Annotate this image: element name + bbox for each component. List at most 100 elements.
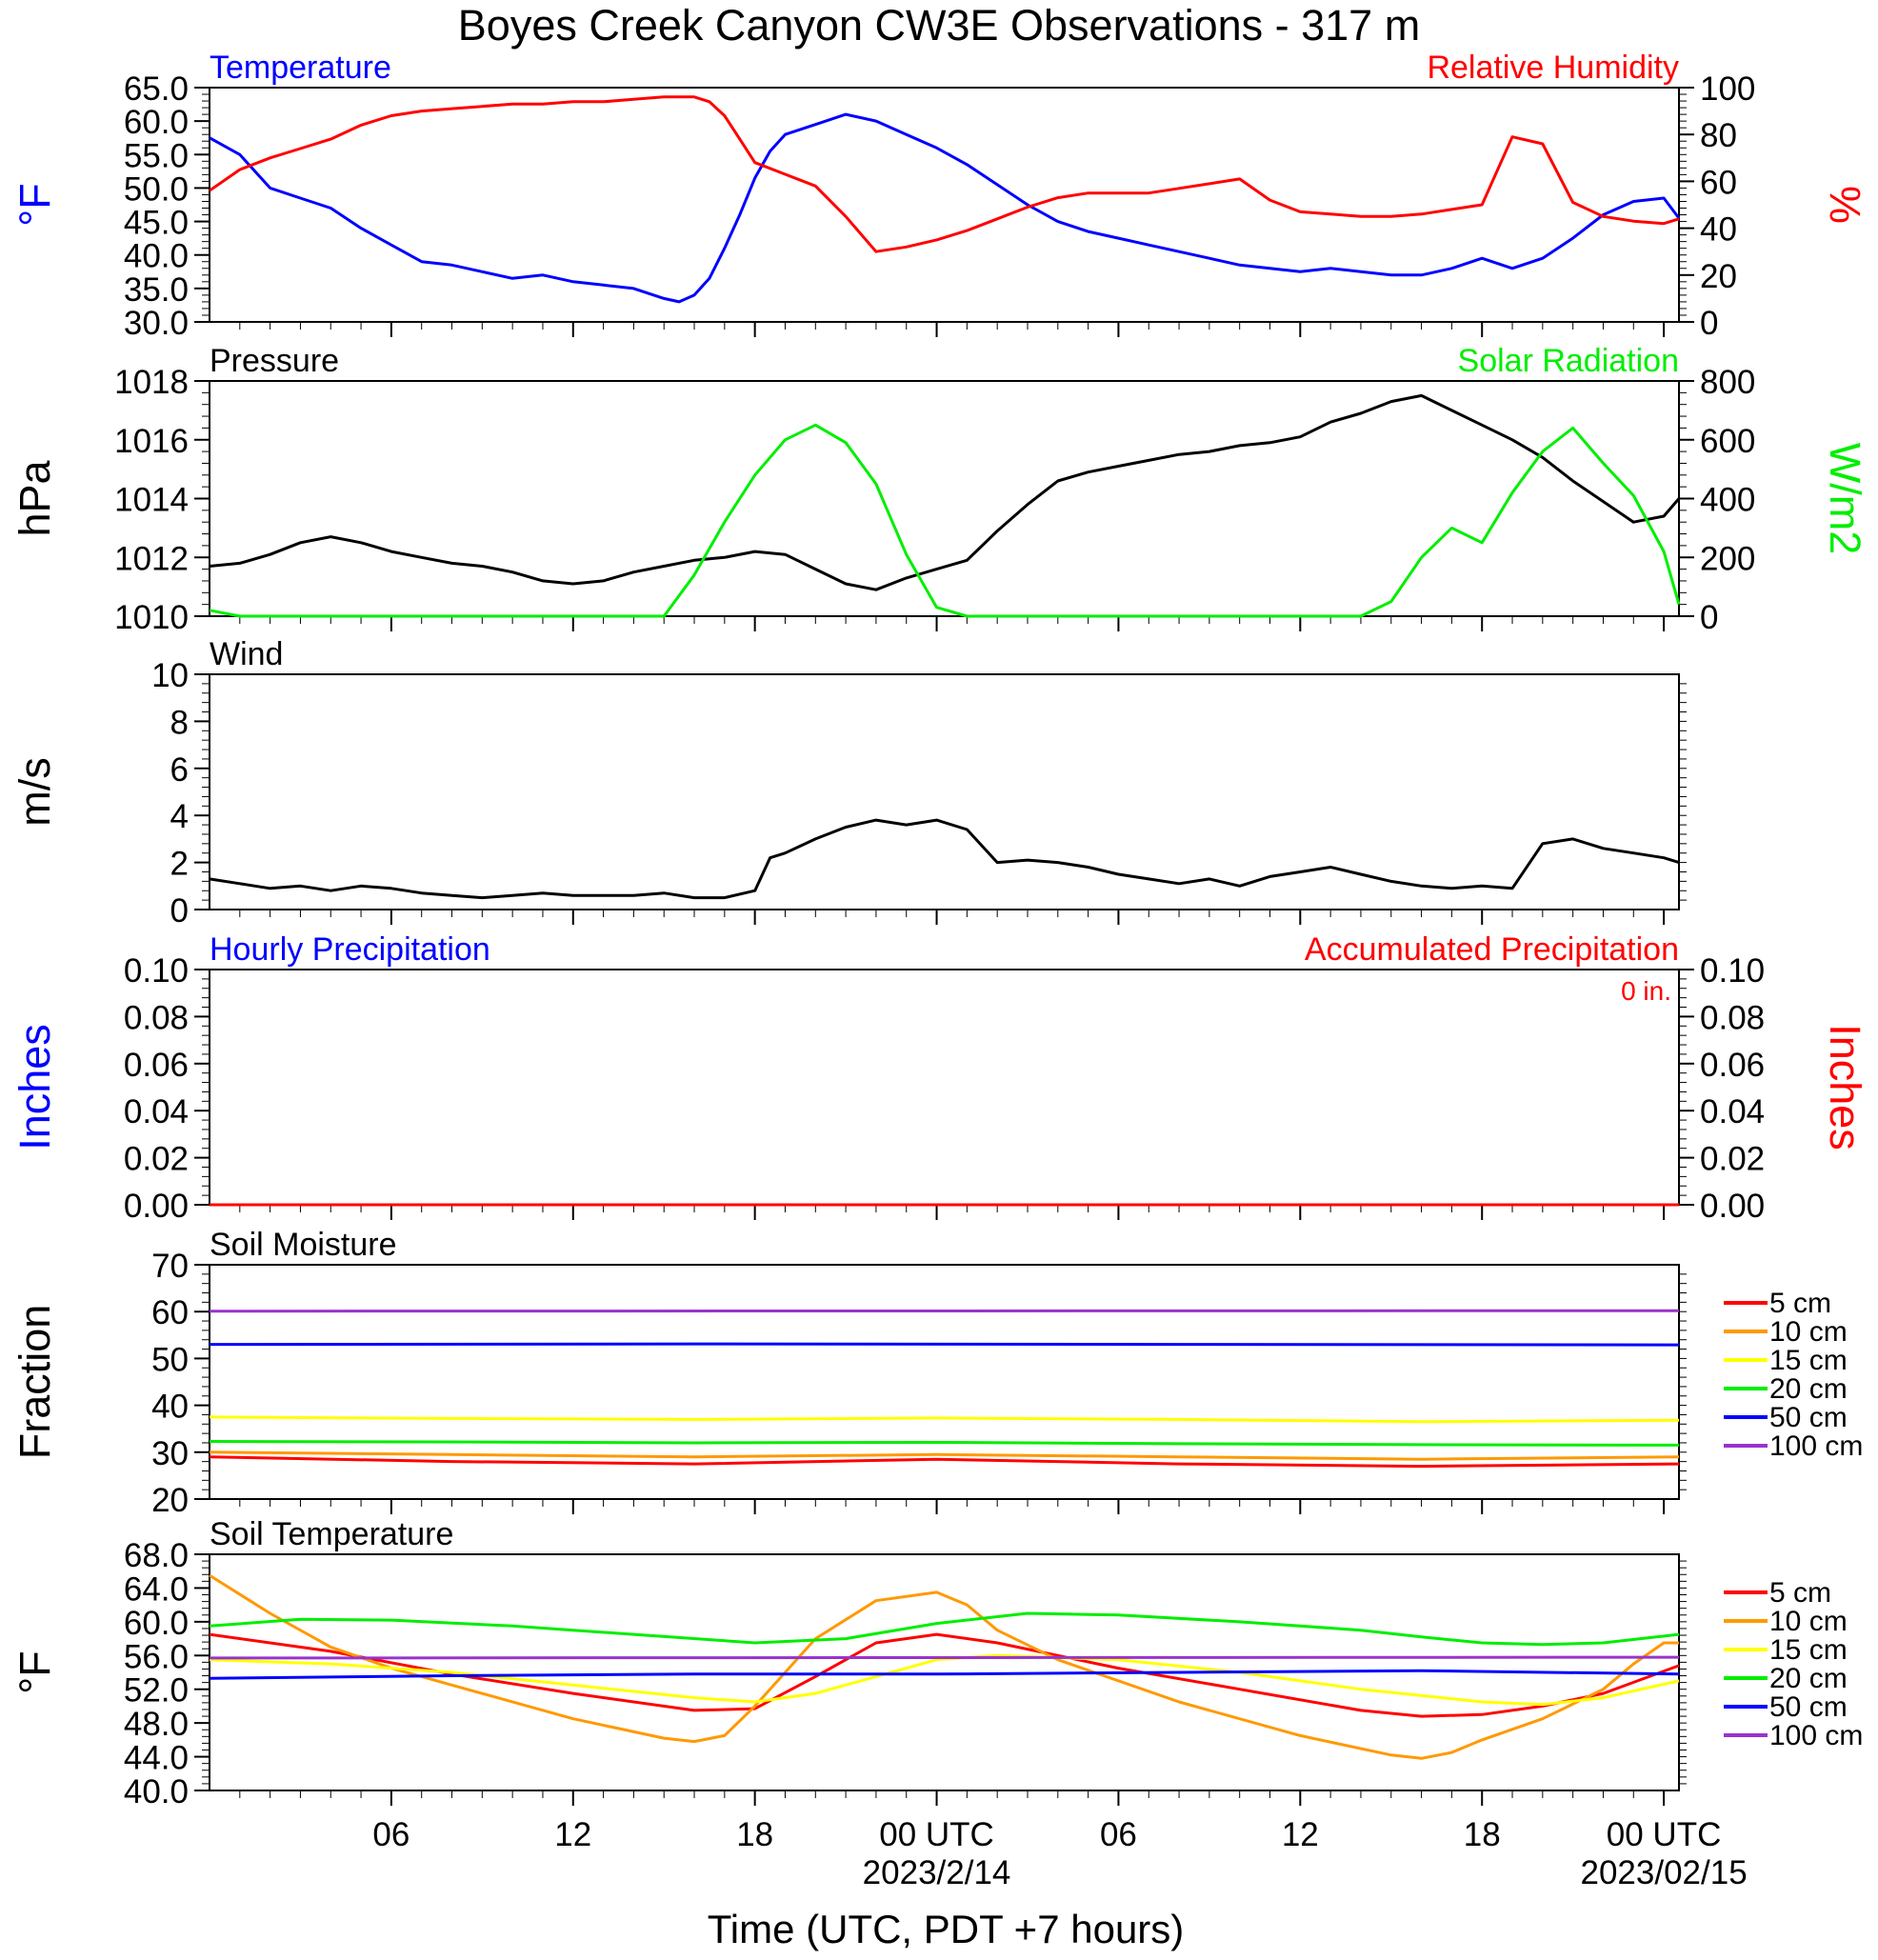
y-tick-label: 50: [151, 1341, 189, 1378]
panel-title-left: Soil Moisture: [210, 1227, 397, 1263]
y-tick-label: 56.0: [124, 1638, 189, 1675]
series-line-wind: [209, 818, 1680, 900]
panel-wind: 10 8 6 4 2 0 Wind m/s: [10, 636, 1687, 930]
y-tick-label: 0.04: [124, 1093, 189, 1130]
series-line-15-cm: [209, 1653, 1680, 1707]
y-axis-label: hPa: [10, 459, 59, 536]
panel-title-left: Hourly Precipitation: [210, 931, 490, 968]
y-tick-label: 40.0: [124, 238, 189, 275]
y-tick-label: 30: [151, 1435, 189, 1472]
y-tick-label: 8: [170, 704, 189, 741]
x-tick-label: 18: [736, 1816, 773, 1853]
x-tick-label: 12: [1282, 1816, 1319, 1853]
y-tick-label: 64.0: [124, 1570, 189, 1608]
legend-label: 10 cm: [1769, 1316, 1848, 1348]
y2-tick-label: 0.00: [1700, 1188, 1765, 1225]
y-tick-label: 44.0: [124, 1740, 189, 1777]
y-axis-label: Fraction: [10, 1305, 59, 1460]
y-tick-label: 6: [170, 751, 189, 789]
y2-tick-label: 40: [1700, 211, 1737, 249]
plot-frame: [209, 1553, 1680, 1791]
series-line-5-cm: [209, 1455, 1680, 1469]
series-line-solar-radiation: [209, 423, 1681, 618]
y-axis-label: Inches: [10, 1024, 59, 1150]
y-tick-label: 1018: [114, 364, 189, 401]
series-line-10-cm: [209, 1573, 1679, 1760]
y-tick-label: 60.0: [124, 1605, 189, 1642]
y-tick-label: 1016: [114, 423, 189, 460]
plot-frame: [209, 1264, 1680, 1500]
y-axis-label: °F: [10, 1650, 59, 1693]
y-tick-label: 0: [170, 892, 189, 930]
panel-pressure_solar: 1018 1016 1014 1012 1010 800 600 400 200 0 Pressur…: [10, 343, 1869, 636]
series-line-100-cm: [209, 1655, 1680, 1660]
y-tick-label: 65.0: [124, 70, 189, 108]
x-tick-label: 00 UTC: [879, 1816, 994, 1853]
y-tick-label: 60: [151, 1294, 189, 1331]
series-line-15-cm: [209, 1415, 1680, 1424]
legend-label: 5 cm: [1769, 1577, 1831, 1609]
legend-label: 20 cm: [1769, 1663, 1848, 1694]
y-tick-label: 10: [151, 657, 189, 694]
y2-tick-label: 200: [1700, 540, 1755, 577]
y2-tick-label: 0.06: [1700, 1047, 1765, 1084]
x-date-label: 2023/02/15: [1581, 1854, 1748, 1891]
series-line-temperature: [209, 112, 1681, 304]
panel-title-right: Accumulated Precipitation: [1305, 931, 1679, 968]
legend-label: 15 cm: [1769, 1634, 1848, 1666]
legend-label: 100 cm: [1769, 1720, 1863, 1751]
accumulation-annotation: 0 in.: [1621, 976, 1671, 1006]
panel-temperature_humidity: 65.060.055.050.045.040.035.030.0 100 80 60 4…: [10, 50, 1869, 342]
y-tick-label: 55.0: [124, 137, 189, 174]
y-axis-label: °F: [10, 183, 59, 226]
legend-label: 5 cm: [1769, 1288, 1831, 1319]
x-tick-label: 06: [372, 1816, 410, 1853]
y2-tick-label: 80: [1700, 117, 1737, 154]
series-line-20-cm: [209, 1440, 1680, 1447]
y-tick-label: 35.0: [124, 271, 189, 309]
series-line-10-cm: [209, 1450, 1680, 1461]
series-line-pressure: [209, 393, 1681, 591]
y-tick-label: 30.0: [124, 305, 189, 342]
time-axis-label: Time (UTC, PDT +7 hours): [708, 1907, 1185, 1951]
series-line-100-cm: [209, 1309, 1680, 1313]
panel-title-right: Relative Humidity: [1427, 50, 1679, 86]
y2-tick-label: 400: [1700, 482, 1755, 519]
y-tick-label: 0.10: [124, 952, 189, 990]
y-tick-label: 4: [170, 798, 189, 835]
y2-tick-label: 60: [1700, 164, 1737, 201]
y-tick-label: 40: [151, 1389, 189, 1426]
panel-soil_temperature: 68.064.060.056.052.048.044.040.0 Soil Tem…: [10, 1516, 1863, 1810]
y-tick-label: 50.0: [124, 170, 189, 208]
legend-label: 20 cm: [1769, 1373, 1848, 1405]
y2-tick-label: 0.02: [1700, 1141, 1765, 1178]
y-tick-label: 1010: [114, 599, 189, 636]
y2-tick-label: 100: [1700, 70, 1755, 108]
y-tick-label: 2: [170, 846, 189, 883]
panel-title-left: Pressure: [210, 343, 339, 379]
y-tick-label: 0.06: [124, 1047, 189, 1084]
panel-precipitation: 0.10 0.08 0.06 0.04 0.02 0.00 0.10 0.08 0.06 0.04…: [10, 931, 1869, 1225]
y-tick-label: 1014: [114, 482, 189, 519]
y-tick-label: 48.0: [124, 1706, 189, 1743]
y2-axis-label: Inches: [1821, 1024, 1869, 1150]
x-tick-label: 12: [554, 1816, 591, 1853]
panel-soil_moisture: 70 60 50 40 30 20 Soil Moisture Fraction 5 cm10 …: [10, 1227, 1863, 1519]
panel-title-left: Wind: [210, 636, 283, 672]
series-line-50-cm: [209, 1342, 1680, 1347]
x-tick-label: 18: [1464, 1816, 1501, 1853]
y-tick-label: 52.0: [124, 1672, 189, 1710]
y2-tick-label: 0: [1700, 599, 1718, 636]
y2-tick-label: 0.08: [1700, 999, 1765, 1036]
y-tick-label: 70: [151, 1248, 189, 1285]
y2-axis-label: W/m2: [1821, 443, 1869, 555]
y-tick-label: 20: [151, 1482, 189, 1519]
y-tick-label: 0.02: [124, 1141, 189, 1178]
x-tick-label: 06: [1100, 1816, 1137, 1853]
legend-label: 10 cm: [1769, 1606, 1848, 1637]
plot-frame: [209, 969, 1680, 1206]
y-tick-label: 45.0: [124, 205, 189, 242]
y-tick-label: 60.0: [124, 104, 189, 141]
plot-frame: [209, 87, 1680, 323]
